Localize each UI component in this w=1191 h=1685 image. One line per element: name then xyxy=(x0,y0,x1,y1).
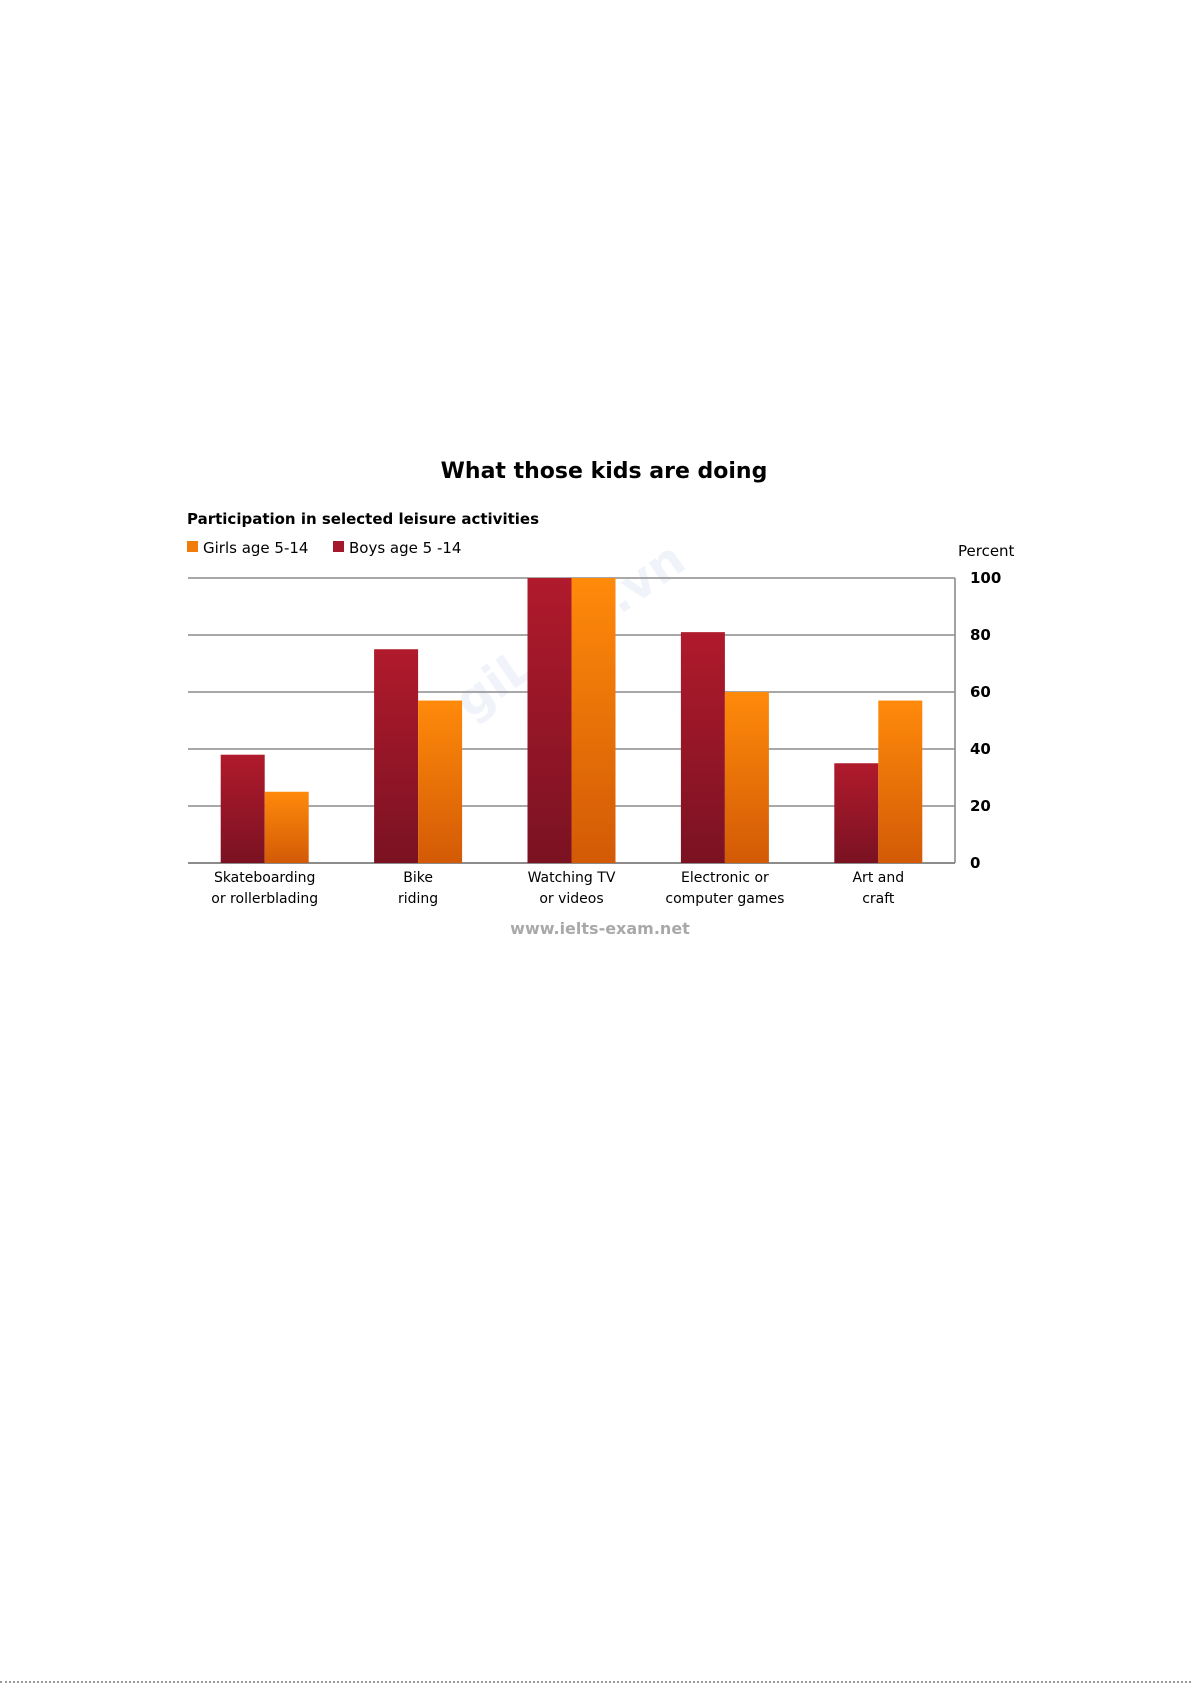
y-tick-label: 20 xyxy=(970,797,991,815)
legend: Girls age 5-14 Boys age 5 -14 xyxy=(187,539,461,557)
x-tick-label: Watching TV xyxy=(528,870,616,886)
y-tick-label: 40 xyxy=(970,740,991,758)
y-tick-label: 80 xyxy=(970,626,991,644)
legend-label: Girls age 5-14 xyxy=(203,539,308,557)
chart-subtitle: Participation in selected leisure activi… xyxy=(187,510,539,528)
bar-boys xyxy=(680,632,725,863)
x-tick-label: or rollerblading xyxy=(211,891,318,907)
y-tick-label: 0 xyxy=(970,854,980,872)
bar-girls xyxy=(724,692,769,863)
x-tick-label: Art and xyxy=(852,870,904,886)
x-tick-label: computer games xyxy=(665,891,784,907)
y-axis: 0 20 40 60 80 100 xyxy=(954,569,1001,872)
legend-swatch xyxy=(333,541,344,552)
y-tick-label: 100 xyxy=(970,569,1001,587)
bar-girls xyxy=(418,700,463,863)
legend-swatch xyxy=(187,541,198,552)
x-tick-label: craft xyxy=(862,891,895,907)
x-tick-label: riding xyxy=(398,891,438,907)
bar-boys xyxy=(374,649,419,863)
legend-label: Boys age 5 -14 xyxy=(349,539,461,557)
page-bottom-divider xyxy=(0,1681,1191,1683)
bar-girls xyxy=(878,700,923,863)
bar-boys xyxy=(834,763,879,863)
x-tick-label: Skateboarding xyxy=(214,870,316,886)
bar-girls xyxy=(264,791,309,863)
x-tick-label: Electronic or xyxy=(681,870,769,886)
x-tick-label: or videos xyxy=(539,891,603,907)
x-axis: Skateboarding or rollerblading Bike riding W… xyxy=(211,870,904,907)
source-credit: www.ielts-exam.net xyxy=(510,919,690,938)
y-axis-label: Percent xyxy=(958,542,1015,560)
y-tick-label: 60 xyxy=(970,683,991,701)
chart-title: What those kids are doing xyxy=(441,459,768,484)
bar-girls xyxy=(571,578,616,863)
bar-boys xyxy=(527,578,572,863)
x-tick-label: Bike xyxy=(403,870,433,886)
bar-boys xyxy=(220,754,265,863)
bars xyxy=(220,578,923,863)
